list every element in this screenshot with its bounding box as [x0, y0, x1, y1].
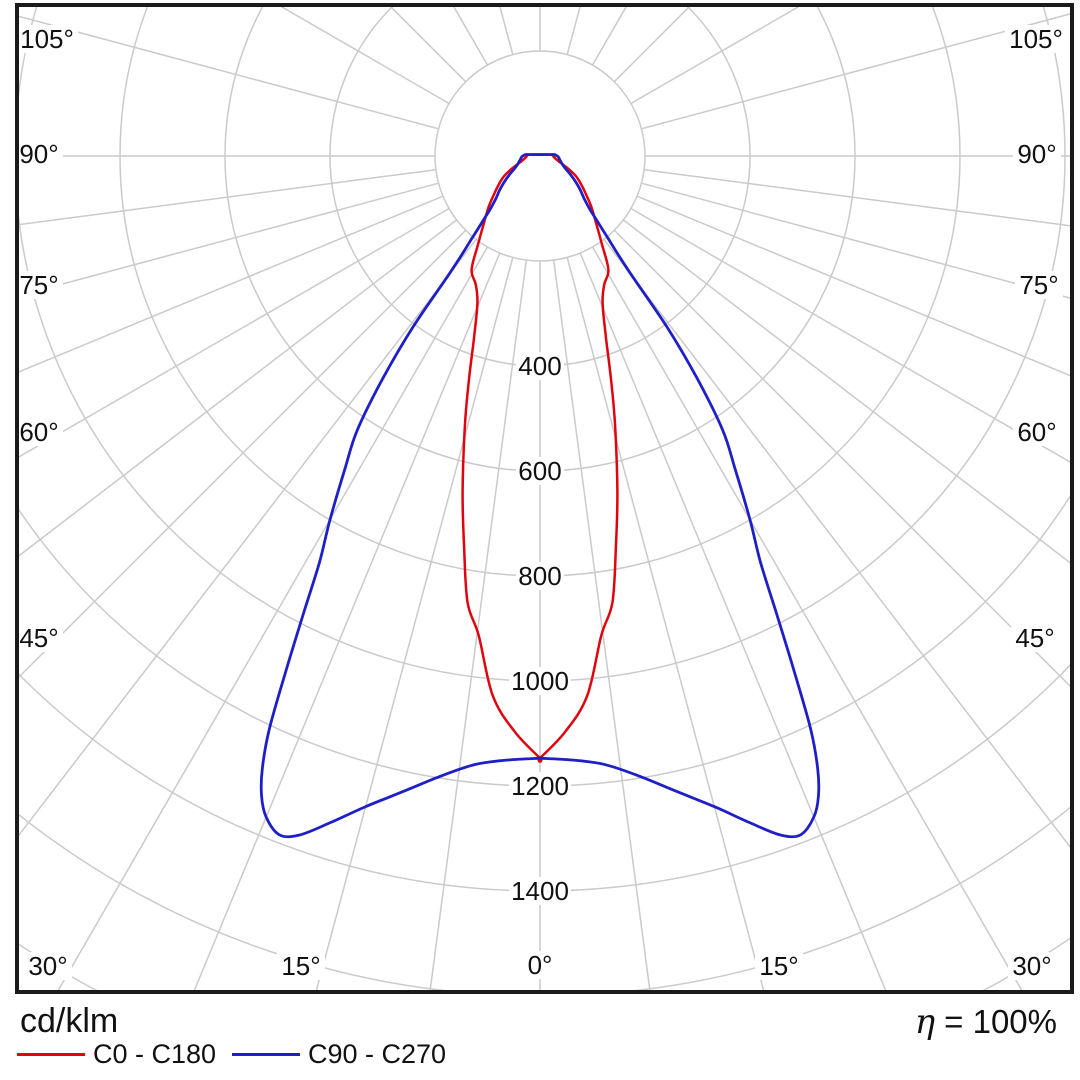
grid-ray [636, 195, 1070, 377]
grid-ray [429, 260, 528, 990]
gamma-angle-label: 90° [1017, 139, 1056, 169]
grid-ray [19, 207, 450, 458]
radial-tick-label: 1400 [511, 876, 569, 906]
grid-ray [622, 219, 1070, 564]
grid-ray [19, 182, 439, 297]
grid-ray [566, 7, 581, 55]
gamma-angle-label: 75° [1019, 270, 1058, 300]
gamma-angle-label: 15° [281, 951, 320, 981]
grid-ray [613, 229, 1070, 688]
curve-c0-c180 [461, 153, 619, 763]
radial-tick-label: 1200 [511, 771, 569, 801]
legend-label-c0: C0 - C180 [93, 1038, 217, 1069]
grid-ray [641, 13, 1070, 130]
grid-ray [19, 238, 477, 837]
gamma-angle-label: 45° [1015, 623, 1054, 653]
grid-ray [630, 207, 1070, 463]
grid-ray [579, 252, 887, 990]
efficiency-value: = 100% [944, 1003, 1057, 1040]
curve-c90-c270 [259, 153, 821, 839]
legend-label-c90: C90 - C270 [308, 1038, 447, 1069]
grid-ray [641, 182, 1070, 299]
grid-ray [603, 238, 1070, 848]
grid-ray [19, 229, 467, 679]
radial-tick-label: 1000 [511, 666, 569, 696]
radial-tick-label: 600 [518, 456, 561, 486]
grid-ray [19, 219, 458, 557]
unit-label: cd/klm [20, 1002, 119, 1040]
grid-ray [57, 246, 489, 990]
grid-ray [193, 252, 501, 990]
gamma-angle-label: 0° [528, 950, 553, 980]
gamma-angle-label: 90° [19, 139, 58, 169]
grid-ray [19, 195, 444, 373]
grid-ray [19, 15, 439, 130]
grid-ray [552, 260, 651, 990]
gamma-angle-label: 60° [1017, 417, 1056, 447]
gamma-angle-label: 30° [28, 951, 67, 981]
grid-ray [315, 257, 514, 990]
radial-tick-label: 800 [518, 561, 561, 591]
efficiency-label: η = 100% [915, 1002, 1057, 1042]
grid-ray [591, 246, 1023, 990]
legend-line-c90-icon [232, 1052, 300, 1056]
gamma-angle-label: 60° [19, 417, 58, 447]
grid-ring [434, 50, 646, 262]
grid-ray [644, 168, 1070, 227]
gamma-angle-label: 105° [20, 24, 74, 54]
plot-frame [15, 3, 1074, 994]
grid-ray [280, 7, 450, 105]
axis-labels: 105° 90° 75° 60° 45° 30° 105° 90° 75° 60° 45° 30° 15… [15, 24, 1067, 981]
legend-item-c0-c180: C0 - C180 [17, 1038, 217, 1069]
gamma-angle-label: 105° [1009, 24, 1063, 54]
gamma-angle-label: 75° [19, 270, 58, 300]
radial-tick-label: 400 [518, 351, 561, 381]
grid-ray [19, 168, 436, 226]
gamma-angle-label: 45° [19, 623, 58, 653]
legend-item-c90-c270: C90 - C270 [232, 1038, 447, 1069]
grid-ray [566, 257, 765, 990]
grid-ray [630, 7, 800, 105]
gamma-angle-label: 15° [759, 951, 798, 981]
grid-ray [499, 7, 514, 55]
gamma-angle-label: 30° [1012, 951, 1051, 981]
eta-symbol: η [914, 1002, 936, 1042]
legend-line-c0-icon [17, 1052, 85, 1056]
